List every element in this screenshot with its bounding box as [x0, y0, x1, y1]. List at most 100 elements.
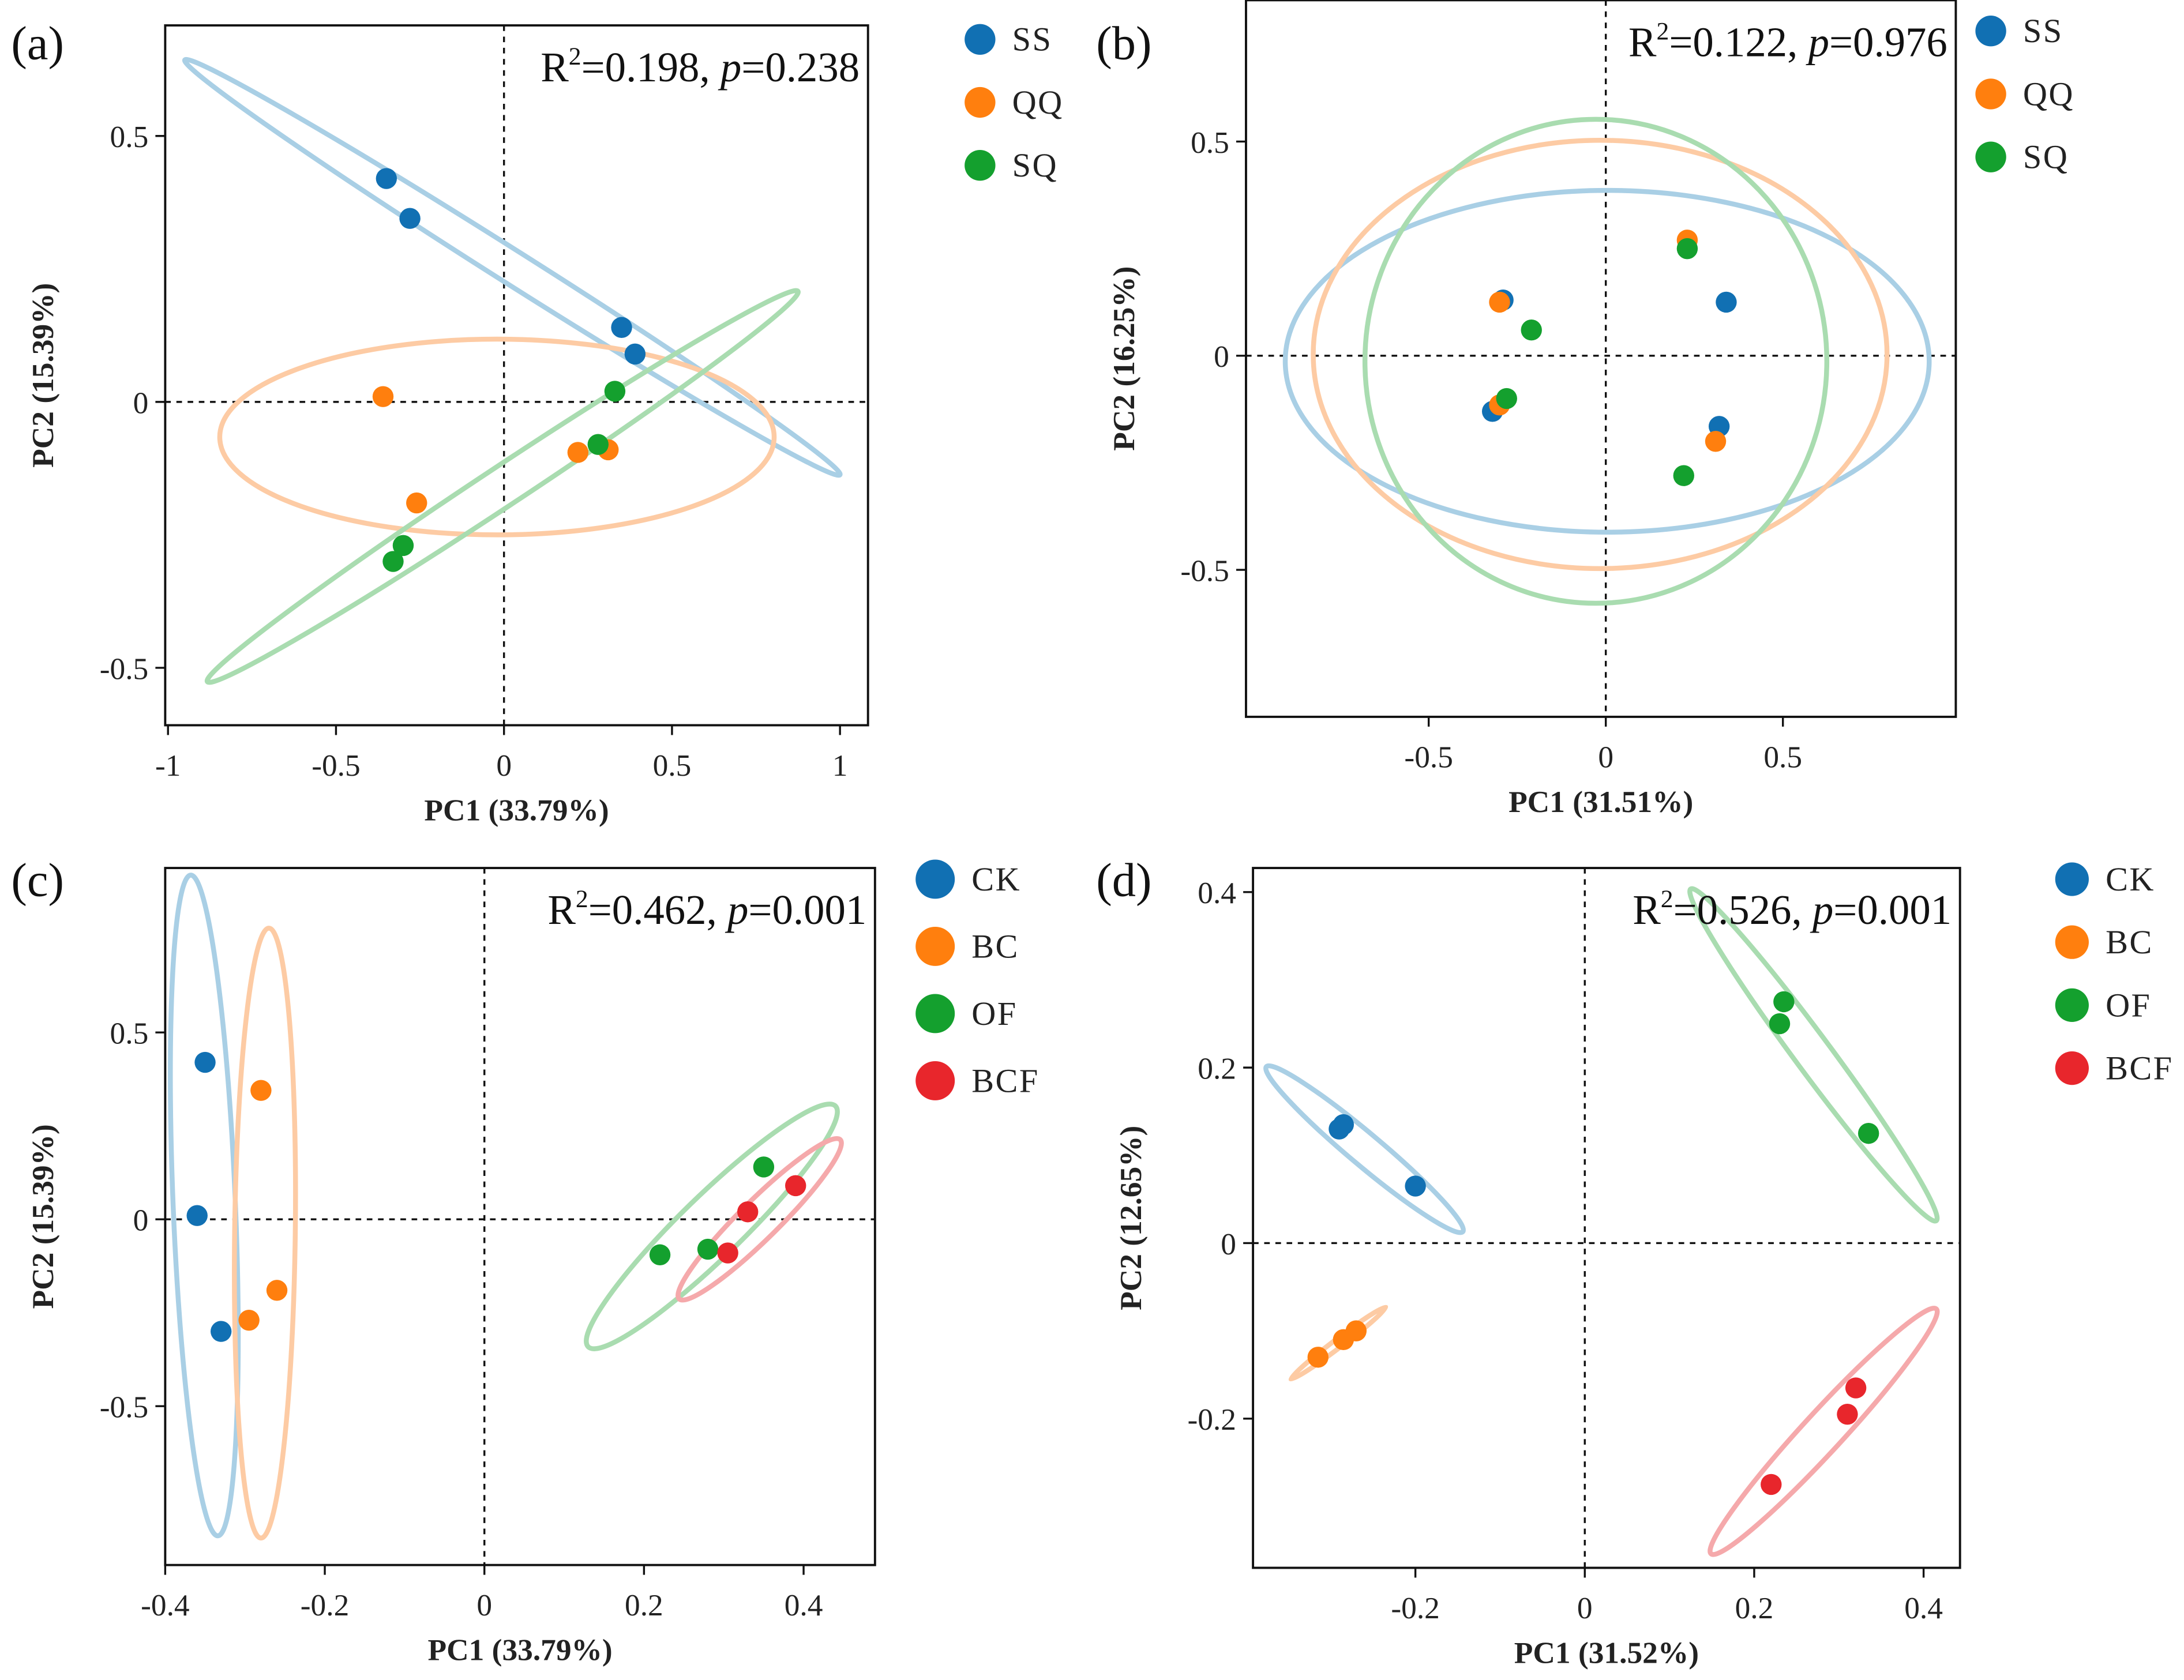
legend-marker [2055, 1051, 2089, 1085]
data-point-ck [211, 1321, 232, 1342]
annotation-r2-value: =0.122, [1669, 18, 1808, 65]
legend-item-qq: QQ [965, 84, 1062, 121]
x-tick-label: 0.2 [625, 1588, 663, 1622]
legend-item-ck: CK [915, 859, 1021, 899]
legend-label: QQ [2023, 75, 2074, 112]
legend-marker [1975, 141, 2006, 172]
data-point-bcf [785, 1175, 806, 1197]
plot-frame [164, 867, 876, 1566]
y-axis-title: PC2 (15.39%) [25, 283, 60, 468]
x-tick-label: -0.5 [312, 748, 361, 783]
x-tick-label: -0.2 [301, 1588, 350, 1622]
legend-label: CK [971, 860, 1021, 898]
y-tick-label: -0.5 [100, 651, 149, 686]
legend-marker [1975, 16, 2006, 47]
confidence-ellipse-of [1687, 886, 1940, 1224]
data-point-sq [392, 535, 414, 557]
y-tick-label: 0.5 [110, 119, 149, 154]
data-point-sq [604, 381, 626, 402]
panel-label: (c) [11, 854, 64, 907]
legend-label: BC [971, 927, 1019, 965]
data-point-ck [194, 1051, 216, 1073]
legend-label: OF [2106, 986, 2151, 1024]
confidence-ellipse-ss [1282, 187, 1932, 535]
stats-annotation: R2=0.462, p=0.001 [547, 885, 866, 933]
x-tick-label: -0.5 [1404, 739, 1453, 774]
data-point-of [1773, 991, 1795, 1013]
x-tick-label: -1 [155, 748, 181, 783]
legend-marker [965, 24, 996, 55]
data-point-qq [372, 386, 394, 407]
data-point-of [1769, 1013, 1791, 1035]
x-axis-title: PC1 (31.52%) [1514, 1636, 1699, 1670]
legend-marker [2055, 988, 2089, 1022]
data-point-bcf [1837, 1403, 1858, 1425]
legend-label: CK [2106, 860, 2155, 898]
legend-marker [2055, 925, 2089, 959]
legend-item-ss: SS [965, 21, 1051, 58]
legend-item-ck: CK [2055, 860, 2155, 898]
legend-item-of: OF [2055, 986, 2151, 1024]
x-tick-label: 0 [1598, 739, 1613, 774]
x-tick-label: 1 [832, 748, 848, 783]
annotation-r2-value: =0.462, [588, 886, 727, 933]
legend-item-bcf: BCF [915, 1061, 1038, 1100]
legend-marker [1975, 78, 2006, 110]
data-point-qq [1489, 291, 1510, 313]
data-point-bcf [1845, 1377, 1867, 1399]
data-point-ck [186, 1205, 208, 1226]
y-tick-label: 0 [1221, 1227, 1236, 1261]
data-point-bc [1345, 1320, 1367, 1341]
panel-b: (b) -0.5 0 0.5 0.5 0 -0.5 PC1 (31.51%) PC2 (16.2… [1096, 0, 2074, 819]
annotation-r2-value: =0.526, [1673, 886, 1813, 933]
stats-annotation: R2=0.122, p=0.976 [1628, 17, 1947, 65]
x-tick-label: 0 [1577, 1591, 1593, 1625]
annotation-r2-prefix: R [547, 886, 576, 933]
x-tick-label: 0.4 [1904, 1591, 1943, 1625]
annotation-r2-sup: 2 [1656, 17, 1669, 45]
x-axis-title: PC1 (31.51%) [1508, 784, 1693, 819]
data-point-ss [611, 317, 632, 338]
annotation-p-value: =0.976 [1829, 18, 1947, 65]
data-point-ck [1333, 1114, 1354, 1136]
confidence-ellipse-ss [182, 57, 843, 478]
panel-d: (d) -0.2 0 0.2 0.4 0.4 0.2 0 -0.2 PC1 (31.52%) PC2… [1096, 854, 2172, 1670]
legend-marker [965, 150, 996, 181]
data-point-qq [1705, 431, 1727, 452]
panel-label: (b) [1096, 16, 1151, 69]
legend-item-qq: QQ [1975, 75, 2074, 112]
x-tick-label: 0.5 [653, 748, 692, 783]
annotation-p-label: p [718, 44, 741, 91]
x-axis-title: PC1 (33.79%) [428, 1633, 613, 1667]
data-point-ss [624, 343, 646, 365]
confidence-ellipse-sq [1362, 116, 1830, 606]
data-point-of [697, 1238, 719, 1260]
x-tick-label: -0.2 [1391, 1591, 1440, 1625]
data-point-bcf [717, 1242, 738, 1264]
legend-item-bc: BC [915, 926, 1019, 966]
x-axis-title: PC1 (33.79%) [424, 793, 609, 828]
annotation-r2-value: =0.198, [581, 44, 721, 91]
y-tick-label: 0.4 [1198, 875, 1236, 910]
confidence-ellipse-bc [232, 926, 298, 1541]
y-tick-label: 0 [1214, 339, 1229, 374]
y-tick-label: -0.5 [100, 1390, 149, 1425]
data-point-sq [1521, 320, 1542, 341]
annotation-p-label: p [725, 886, 748, 933]
legend-item-sq: SQ [965, 146, 1058, 184]
confidence-ellipse-sq [204, 288, 801, 685]
data-point-sq [1676, 238, 1698, 260]
legend-label: SS [2023, 12, 2063, 50]
annotation-p-label: p [1810, 886, 1833, 933]
data-point-bc [238, 1309, 260, 1331]
data-point-of [649, 1244, 671, 1265]
legend-marker [915, 994, 955, 1033]
data-point-bcf [1761, 1474, 1782, 1495]
y-tick-label: -0.5 [1180, 554, 1229, 588]
legend-label: SQ [1012, 146, 1058, 184]
y-tick-label: 0.5 [110, 1016, 149, 1051]
y-tick-label: 0 [133, 385, 149, 420]
data-point-sq [1673, 465, 1694, 486]
x-tick-label: 0.5 [1763, 739, 1802, 774]
